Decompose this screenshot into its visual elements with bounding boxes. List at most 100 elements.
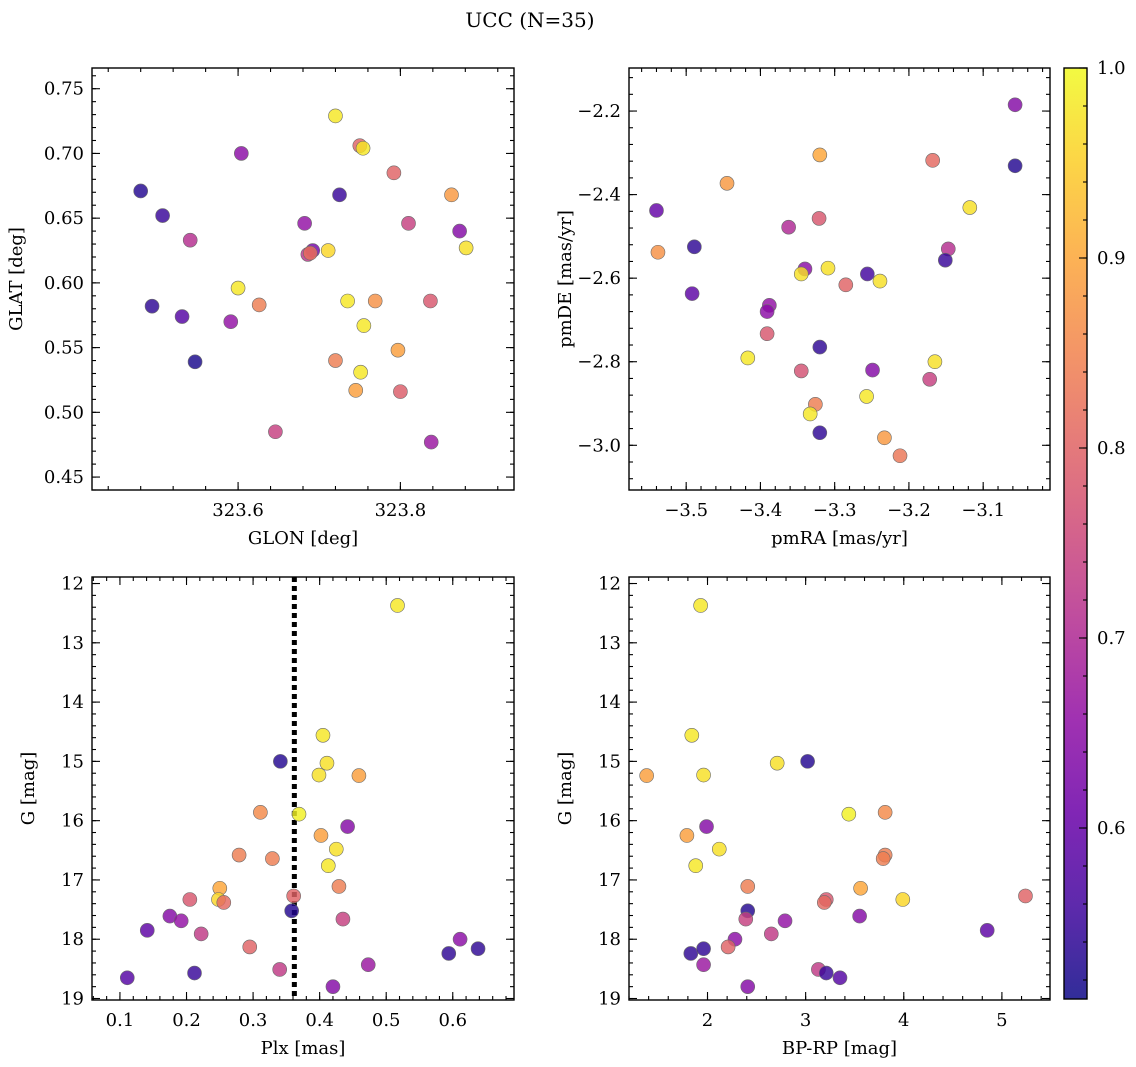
y-tick-label: 13 xyxy=(61,633,84,654)
y-tick-label: 17 xyxy=(598,870,621,891)
y-axis-label: pmDE [mas/yr] xyxy=(555,210,576,348)
scatter-point xyxy=(328,841,344,857)
panel-bottom-right: 2 3 4 5 12 13 14 15 16 17 18 19 BP-RP [mag] G [mag] xyxy=(555,574,1051,1059)
x-tick-label: −3.4 xyxy=(739,500,783,521)
scatter-points xyxy=(649,97,1023,464)
scatter-point xyxy=(470,941,486,957)
scatter-point xyxy=(802,406,818,422)
scatter-point xyxy=(812,339,828,355)
y-axis-label: G [mag] xyxy=(555,752,576,825)
x-axis-label: pmRA [mas/yr] xyxy=(771,528,908,549)
scatter-point xyxy=(853,880,868,896)
scatter-point xyxy=(711,841,727,857)
scatter-point xyxy=(119,970,135,986)
scatter-point xyxy=(818,965,834,981)
scatter-point xyxy=(193,926,209,942)
scatter-point xyxy=(649,203,664,218)
y-tick-label: 12 xyxy=(598,574,621,595)
scatter-point xyxy=(234,146,249,161)
scatter-point xyxy=(216,895,232,910)
x-axis-label: BP-RP [mag] xyxy=(782,1038,897,1059)
colorbar-tick-label: 0.9 xyxy=(1097,248,1126,269)
scatter-point xyxy=(979,923,995,938)
scatter-point xyxy=(812,425,828,441)
scatter-point xyxy=(699,819,714,834)
x-tick-label: −3.3 xyxy=(813,500,857,521)
scatter-point xyxy=(297,216,312,231)
scatter-point xyxy=(273,754,288,769)
scatter-point xyxy=(1007,158,1023,174)
colorbar-tick-label: 0.8 xyxy=(1097,438,1126,459)
scatter-point xyxy=(759,326,775,342)
y-tick-label: 14 xyxy=(598,692,621,713)
scatter-point xyxy=(356,318,372,333)
scatter-point xyxy=(187,354,203,370)
scatter-point xyxy=(740,979,756,994)
scatter-point xyxy=(938,252,953,268)
scatter-point xyxy=(777,913,793,929)
scatter-point xyxy=(812,147,828,163)
scatter-point xyxy=(738,911,754,927)
scatter-point xyxy=(441,946,457,961)
scatter-points xyxy=(133,108,474,450)
y-tick-label: −2.6 xyxy=(577,268,621,289)
figure-title: UCC (N=35) xyxy=(465,8,594,32)
scatter-point xyxy=(268,424,283,440)
y-tick-label: −3.0 xyxy=(577,435,621,456)
x-tick-label: 4 xyxy=(898,1010,909,1031)
scatter-points xyxy=(119,577,486,1000)
y-tick-label: 12 xyxy=(61,574,84,595)
scatter-point xyxy=(816,895,832,910)
scatter-point xyxy=(696,957,711,973)
scatter-point xyxy=(230,280,246,296)
scatter-point xyxy=(865,362,880,378)
scatter-point xyxy=(401,216,416,231)
scatter-point xyxy=(683,946,699,961)
scatter-point xyxy=(291,806,307,822)
scatter-point xyxy=(320,243,336,258)
colorbar-gradient xyxy=(1063,67,1088,1000)
scatter-point xyxy=(335,911,351,927)
x-tick-label: 323.8 xyxy=(375,500,427,521)
scatter-point xyxy=(332,187,347,203)
scatter-point xyxy=(927,354,943,370)
scatter-point xyxy=(155,208,170,223)
y-tick-label: 15 xyxy=(61,751,84,772)
colorbar: 0.6 0.7 0.8 0.9 1.0 xyxy=(1063,58,1126,1000)
y-tick-label: 13 xyxy=(598,633,621,654)
scatter-point xyxy=(452,223,467,239)
scatter-panels: 323.6 323.80.450.500.550.600.650.700.75GL… xyxy=(6,67,1051,1059)
y-tick-label: −2.8 xyxy=(577,352,621,373)
scatter-point xyxy=(319,755,335,771)
scatter-point xyxy=(251,297,267,313)
scatter-point xyxy=(423,293,438,309)
x-tick-label: −3.5 xyxy=(664,500,708,521)
x-tick-label: 323.6 xyxy=(212,500,264,521)
scatter-point xyxy=(187,965,202,981)
scatter-point xyxy=(328,108,343,124)
scatter-point xyxy=(325,979,341,994)
scatter-point xyxy=(962,200,978,215)
scatter-point xyxy=(820,260,836,276)
scatter-point xyxy=(852,908,867,924)
scatter-point xyxy=(173,913,189,929)
scatter-point xyxy=(348,383,364,398)
y-tick-label: 0.65 xyxy=(44,208,84,229)
scatter-point xyxy=(284,903,299,919)
colorbar-tick-label: 1.0 xyxy=(1097,58,1126,79)
scatter-point xyxy=(423,434,439,450)
scatter-point xyxy=(458,240,474,256)
scatter-point xyxy=(303,245,318,261)
scatter-point xyxy=(740,350,756,366)
scatter-point xyxy=(793,266,809,282)
scatter-point xyxy=(1018,888,1033,904)
scatter-point xyxy=(859,389,874,404)
y-axis-label: G [mag] xyxy=(18,752,39,825)
scatter-point xyxy=(684,286,700,301)
y-tick-label: 16 xyxy=(61,811,84,832)
panel-top-left: 323.6 323.8 0.45 0.50 0.55 0.60 0.65 0.70 0.75 GL… xyxy=(6,67,515,549)
y-tick-label: −2.4 xyxy=(577,185,621,206)
scatter-point xyxy=(684,727,700,743)
scatter-point xyxy=(639,768,654,783)
scatter-points xyxy=(639,598,1033,994)
